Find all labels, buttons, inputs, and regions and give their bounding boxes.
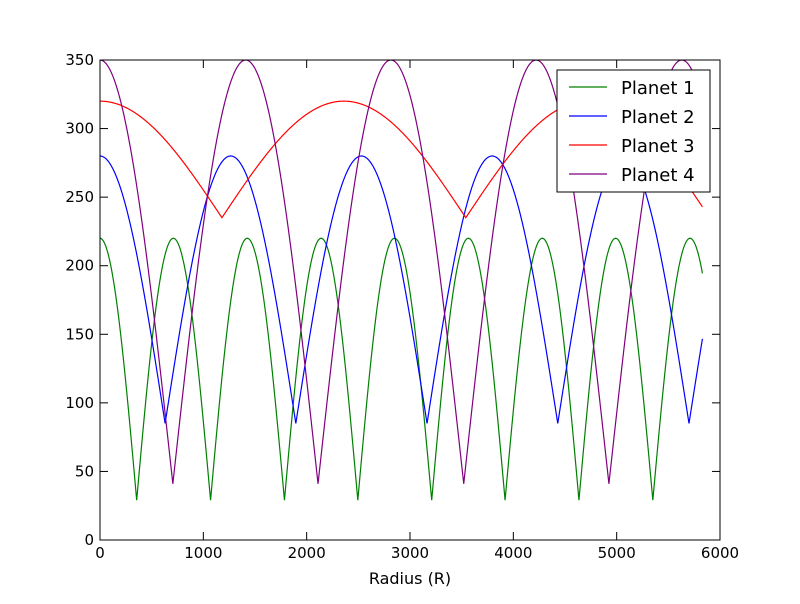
y-tick-label: 100 <box>65 394 94 412</box>
y-tick-label: 0 <box>84 531 94 549</box>
y-tick-label: 350 <box>65 51 94 69</box>
legend-entry-planet-3: Planet 3 <box>569 136 695 157</box>
legend-label: Planet 1 <box>621 78 695 99</box>
series-line-planet-1 <box>100 237 704 501</box>
legend-box <box>556 69 711 193</box>
legend-entry-planet-2: Planet 2 <box>569 107 695 128</box>
legend-entries: Planet 1 Planet 2 Planet 3 Planet 4 <box>569 78 695 186</box>
y-tick-label: 200 <box>65 257 94 275</box>
x-axis-label: Radius (R) <box>369 569 451 588</box>
legend: Planet 1 Planet 2 Planet 3 Planet 4 <box>556 69 711 193</box>
legend-entry-planet-1: Planet 1 <box>569 78 695 99</box>
y-tick-label: 150 <box>65 325 94 343</box>
y-tick-label: 50 <box>75 462 94 480</box>
x-tick-label: 0 <box>95 544 105 562</box>
x-tick-label: 4000 <box>494 544 532 562</box>
y-tick-label: 300 <box>65 120 94 138</box>
legend-label: Planet 3 <box>621 136 695 157</box>
legend-entry-planet-4: Planet 4 <box>569 165 695 186</box>
series-line-planet-2 <box>100 155 704 424</box>
x-tick-label: 3000 <box>391 544 429 562</box>
legend-label: Planet 4 <box>621 165 695 186</box>
legend-label: Planet 2 <box>621 107 695 128</box>
x-tick-label: 5000 <box>598 544 636 562</box>
x-tick-label: 1000 <box>184 544 222 562</box>
x-tick-label: 2000 <box>288 544 326 562</box>
x-tick-label: 6000 <box>701 544 739 562</box>
axis-ticks: 0 1000 2000 3000 4000 5000 6000 0 50 100 150 200 250… <box>65 51 739 562</box>
y-tick-label: 250 <box>65 188 94 206</box>
series-line-planet-4 <box>100 60 704 484</box>
